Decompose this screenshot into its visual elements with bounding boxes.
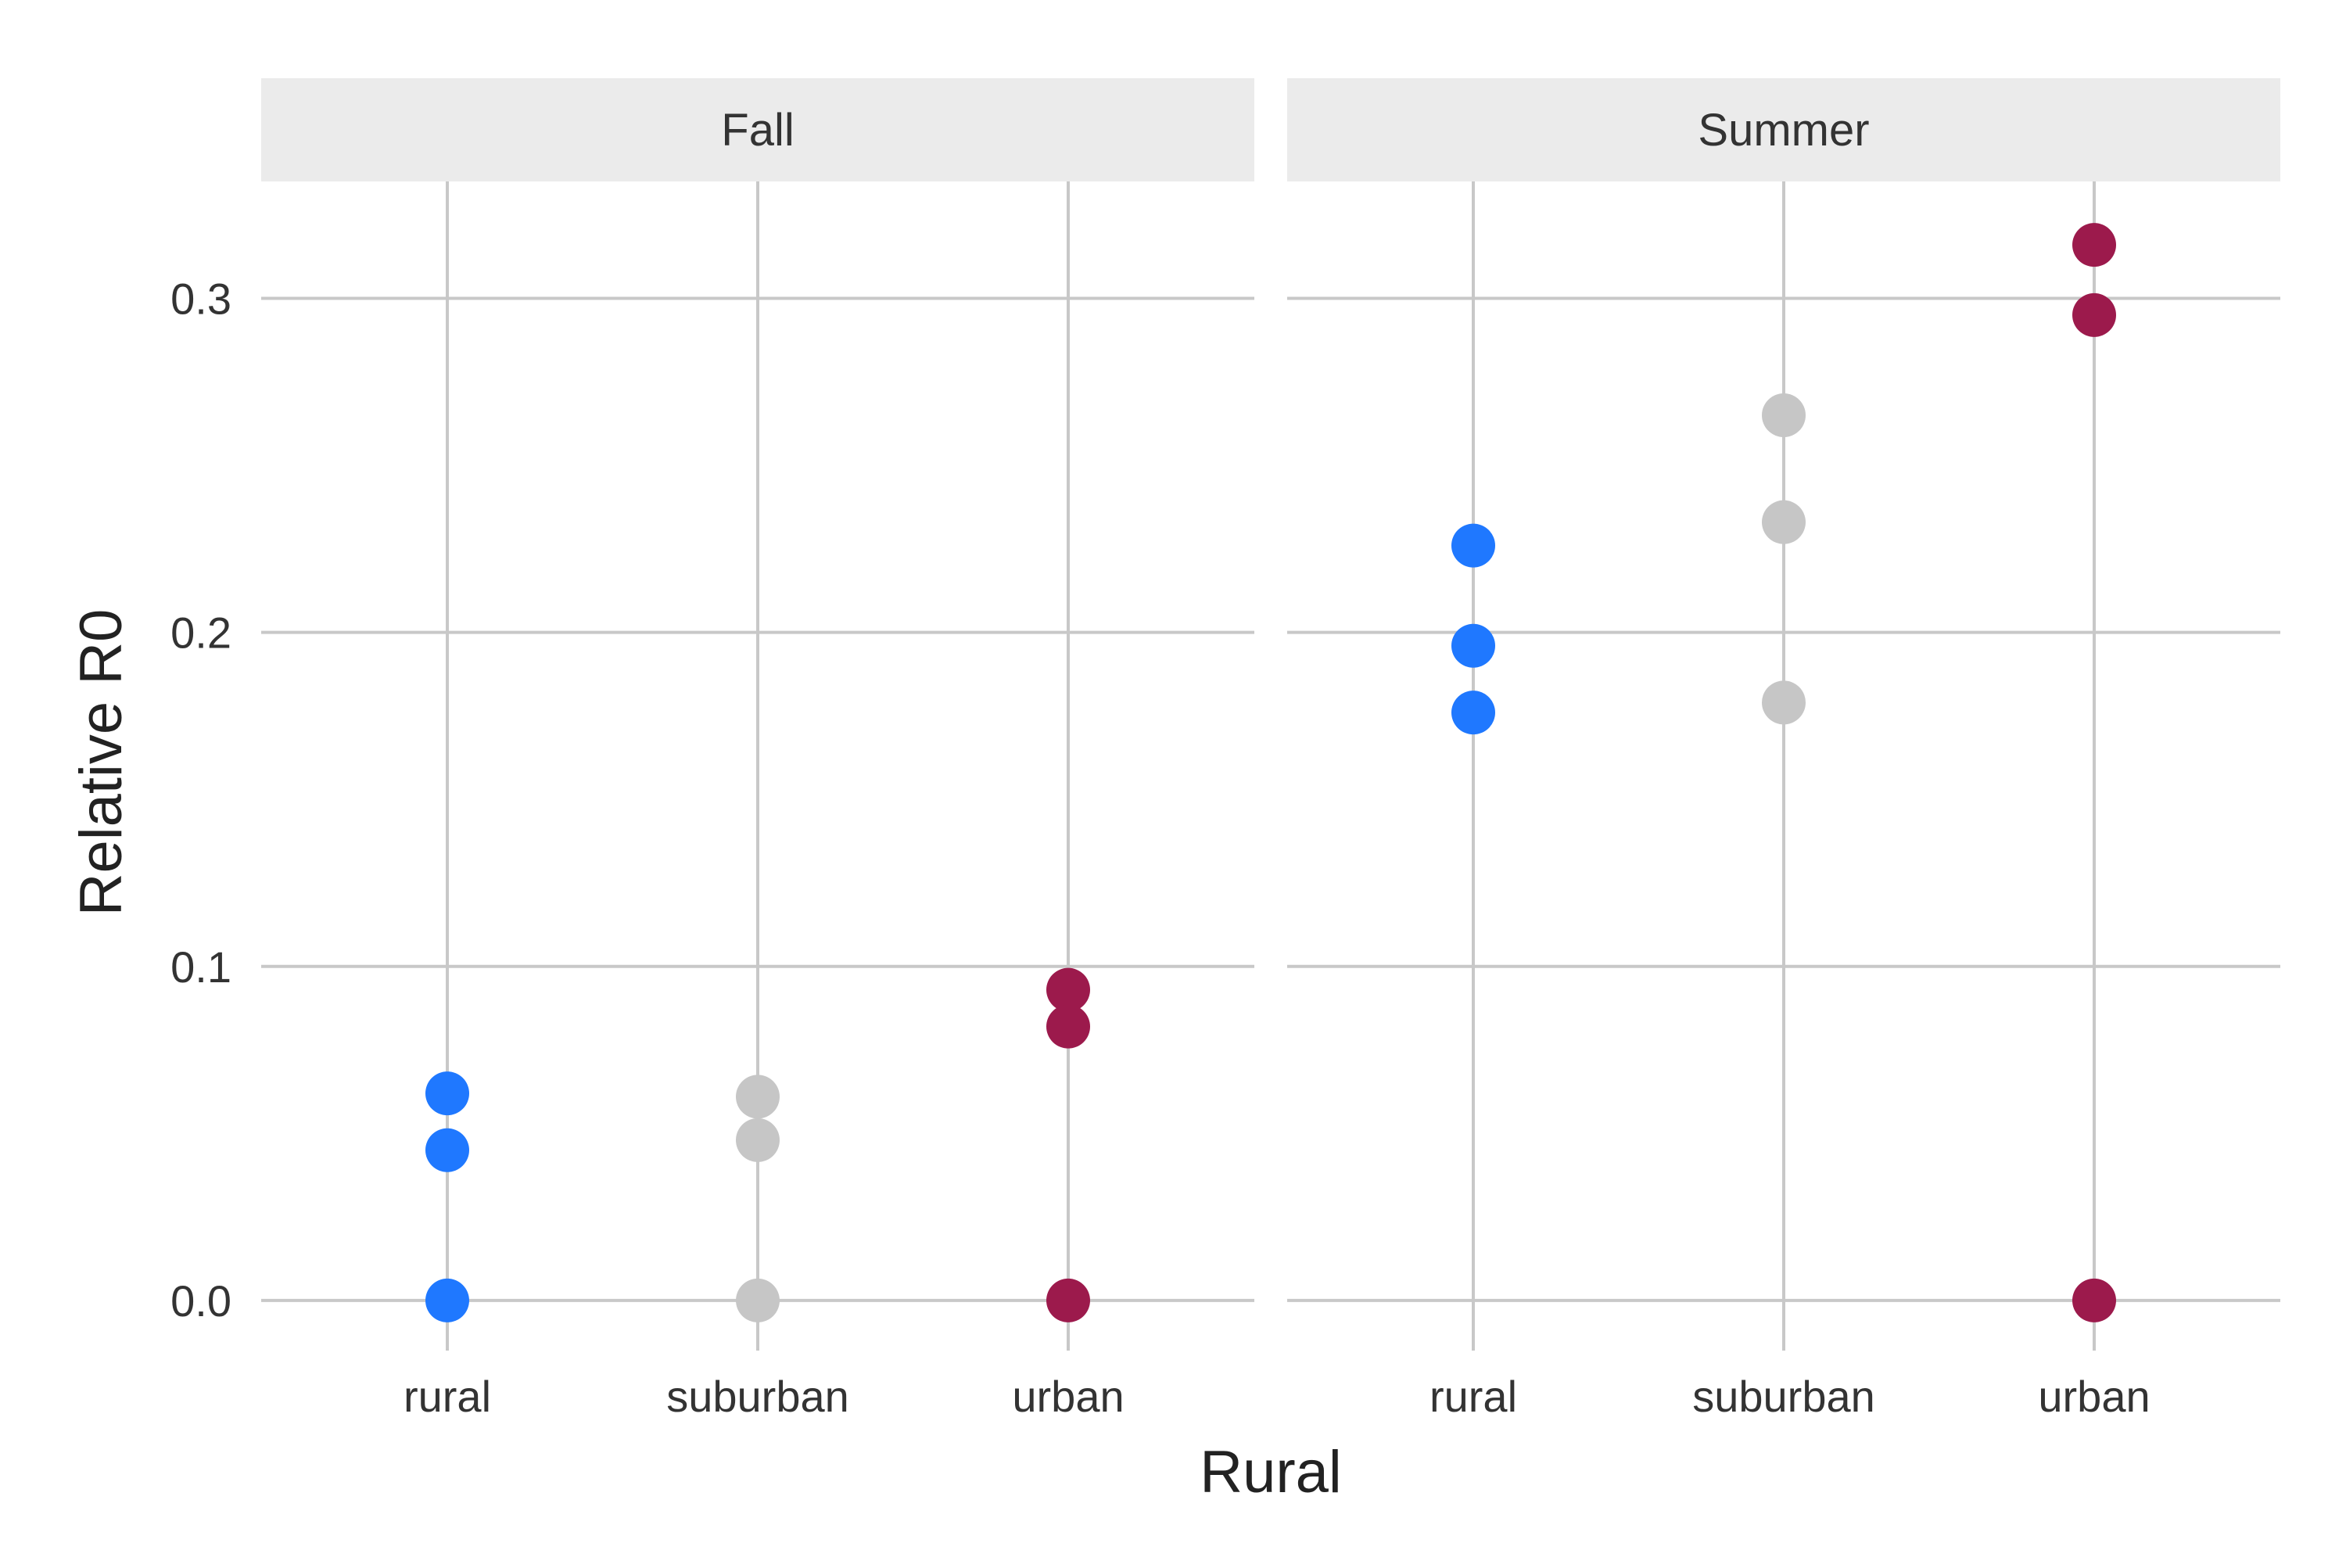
y-tick-label: 0.2 [170,608,231,658]
point-summer-urban [2072,1278,2116,1322]
point-fall-urban [1046,1004,1090,1049]
point-summer-rural [1451,523,1495,568]
point-fall-suburban [736,1278,780,1322]
point-summer-suburban [1762,680,1806,725]
y-tick-label: 0.0 [170,1276,231,1326]
point-fall-suburban [736,1118,780,1162]
point-summer-urban [2072,223,2116,267]
point-fall-urban [1046,967,1090,1012]
point-summer-urban [2072,292,2116,337]
point-summer-rural [1451,691,1495,735]
point-fall-urban [1046,1278,1090,1322]
facet-strip-fall [261,78,1254,181]
point-summer-rural [1451,623,1495,668]
x-tick-label-suburban: suburban [1692,1372,1875,1421]
facet-strip-summer [1287,78,2280,181]
x-tick-label-urban: urban [2038,1372,2150,1421]
point-summer-suburban [1762,500,1806,544]
y-axis-title: Relative R0 [68,609,135,917]
x-tick-label-rural: rural [1429,1372,1517,1421]
x-tick-label-suburban: suburban [666,1372,849,1421]
point-summer-suburban [1762,393,1806,437]
point-fall-rural [425,1128,469,1172]
facet-panel-summer: Summer rural suburban urban [1287,78,2280,1421]
y-tick-label: 0.3 [170,274,231,324]
x-axis-title: Rural [1200,1439,1342,1505]
point-fall-rural [425,1071,469,1116]
x-tick-label-urban: urban [1012,1372,1124,1421]
x-tick-label-rural: rural [404,1372,491,1421]
facet-strip-label: Summer [1698,105,1869,156]
point-fall-rural [425,1278,469,1322]
y-axis: 0.0 0.1 0.2 0.3 [170,274,231,1326]
y-tick-label: 0.1 [170,942,231,992]
point-fall-suburban [736,1075,780,1119]
facet-strip-label: Fall [721,105,794,156]
facet-panel-fall: Fall rural suburban urban [261,78,1254,1421]
